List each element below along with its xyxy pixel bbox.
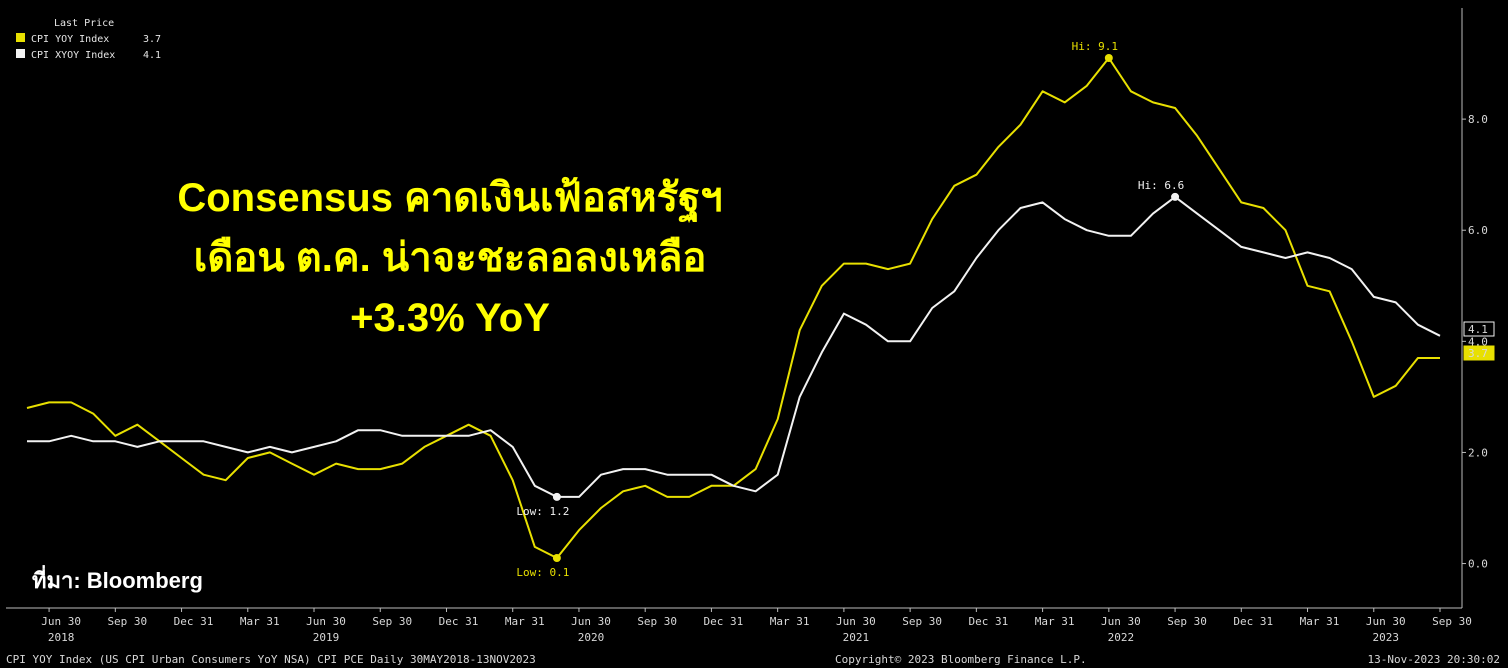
legend-swatch-cpi-xyoy [16,49,25,58]
headline-line-1: Consensus คาดเงินเฟ้อสหรัฐฯ [177,176,723,220]
x-year-label: 2019 [313,631,340,644]
y-axis-ticks: 0.0 2.0 4.0 6.0 8.0 [1462,113,1488,571]
x-tick-label: Jun 30 [836,615,876,628]
footer-timestamp: 13-Nov-2023 20:30:02 [1368,653,1500,666]
annotation-marker-cpi-yoy [1104,54,1113,62]
last-value-tag-cpi-xyoy: 4.1 [1463,321,1495,337]
y-tick-label: 4.0 [1468,335,1488,348]
x-tick-label: Dec 31 [174,615,214,628]
legend: Last Price CPI YOY Index 3.7 CPI XYOY In… [16,18,161,61]
x-tick-label: Sep 30 [1167,615,1207,628]
series-layer [26,57,1441,559]
annotation-marker-cpi-yoy [552,554,561,562]
x-tick-label: Mar 31 [505,615,545,628]
x-tick-label: Mar 31 [1300,615,1340,628]
last-value-tag-cpi-yoy: 3.7 [1463,345,1495,361]
y-tick-label: 8.0 [1468,113,1488,126]
x-year-label: 2020 [578,631,605,644]
legend-label-cpi-xyoy: CPI XYOY Index [31,50,115,61]
series-line-cpi-xyoy [27,195,1441,498]
headline-line-3: +3.3% YoY [350,296,550,340]
footer-copyright: Copyright© 2023 Bloomberg Finance L.P. [835,653,1087,666]
x-tick-label: Dec 31 [968,615,1008,628]
headline: Consensus คาดเงินเฟ้อสหรัฐฯ เดือน ต.ค. น… [70,168,830,348]
x-tick-label: Sep 30 [637,615,677,628]
x-tick-label: Dec 31 [1233,615,1273,628]
x-tick-label: Mar 31 [240,615,280,628]
footer-description: CPI YOY Index (US CPI Urban Consumers Yo… [6,653,536,666]
source-label: ที่มา: Bloomberg [32,568,203,593]
annotation-layer: Hi: 9.1 Low: 0.1 Hi: 6.6 Low: 1.2 [516,40,1184,579]
x-tick-label: Sep 30 [902,615,942,628]
legend-label-cpi-yoy: CPI YOY Index [31,34,109,45]
last-value-tag-box [1463,345,1495,361]
annotation-label-cpi-xyoy: Low: 1.2 [516,505,569,518]
x-tick-label: Jun 30 [306,615,346,628]
x-tick-label: Dec 31 [439,615,479,628]
legend-title: Last Price [54,18,114,29]
x-tick-label: Sep 30 [372,615,412,628]
annotation-label-cpi-yoy: Hi: 9.1 [1072,40,1118,53]
x-axis-ticks: Jun 30 Sep 30 Dec 31 Mar 31 Jun 30 Sep 30 Dec … [41,608,1472,644]
annotation-marker-cpi-xyoy [552,492,561,501]
annotation-label-cpi-xyoy: Hi: 6.6 [1138,179,1184,192]
x-tick-label: Jun 30 [1101,615,1141,628]
legend-value-cpi-yoy: 3.7 [143,34,161,45]
y-tick-label: 6.0 [1468,224,1488,237]
x-year-label: 2021 [843,631,870,644]
y-tick-label: 2.0 [1468,446,1488,459]
last-value-tag-text: 3.7 [1468,347,1488,360]
last-value-tag-box [1463,321,1495,337]
legend-value-cpi-xyoy: 4.1 [143,50,161,61]
x-tick-label: Sep 30 [107,615,147,628]
last-value-tags: 4.1 3.7 [1463,321,1495,361]
x-tick-label: Dec 31 [704,615,744,628]
legend-swatch-cpi-yoy [16,33,25,42]
x-tick-label: Sep 30 [1432,615,1472,628]
x-year-label: 2018 [48,631,75,644]
x-year-label: 2022 [1108,631,1135,644]
y-tick-label: 0.0 [1468,558,1488,571]
x-tick-label: Jun 30 [41,615,81,628]
x-year-label: 2023 [1373,631,1400,644]
annotation-label-cpi-yoy: Low: 0.1 [516,566,569,579]
x-tick-label: Mar 31 [1035,615,1075,628]
x-tick-label: Jun 30 [571,615,611,628]
headline-line-2: เดือน ต.ค. น่าจะชะลอลงเหลือ [193,236,707,280]
last-value-tag-text: 4.1 [1468,323,1488,336]
x-tick-label: Jun 30 [1366,615,1406,628]
x-tick-label: Mar 31 [770,615,810,628]
annotation-marker-cpi-xyoy [1171,192,1180,201]
